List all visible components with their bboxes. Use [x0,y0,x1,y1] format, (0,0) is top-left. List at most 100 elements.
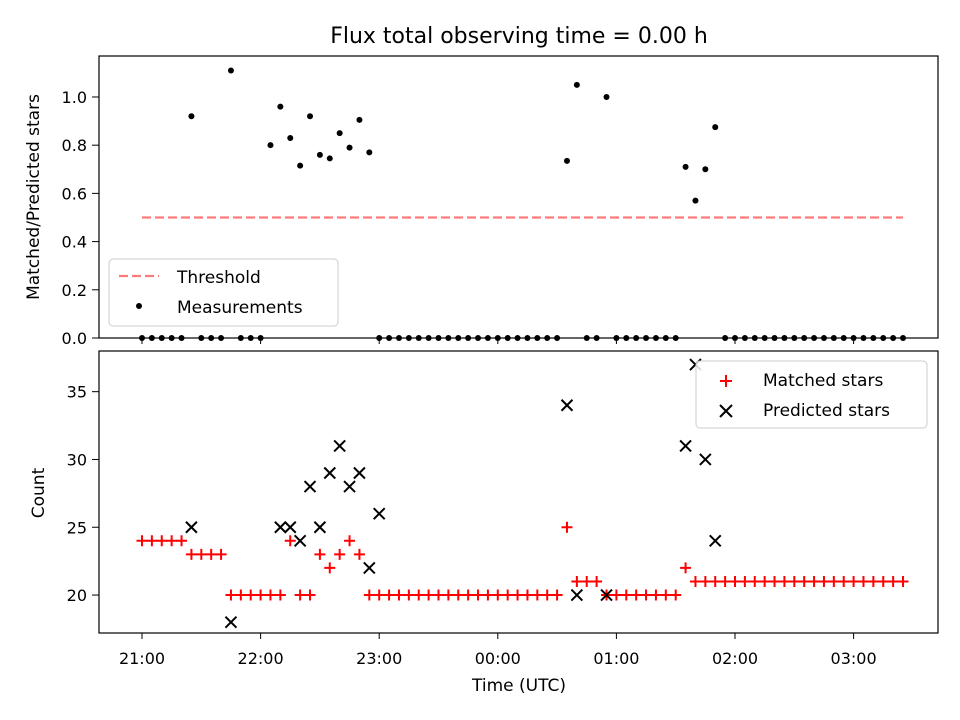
x-axis-label: Time (UTC) [471,676,566,696]
measurement-point [336,130,343,137]
matched-star-point [531,589,543,601]
measurement-point [307,113,314,120]
matched-legend-label: Matched stars [763,371,883,391]
matched-star-point [798,575,810,587]
matched-star-point [156,535,168,547]
threshold-legend-label: Threshold [176,268,261,288]
measurement-point [712,124,719,131]
matched-star-point [699,575,711,587]
predicted-star-point [679,439,692,453]
top-y-tick-label: 0.6 [62,184,87,203]
matched-star-point [353,548,365,560]
predicted-star-point [343,480,356,493]
matched-star-point [413,589,425,601]
matched-star-point [245,589,257,601]
predicted-star-point [333,439,346,453]
matched-star-point [551,589,563,601]
matched-star-point [433,589,444,601]
measurement-point [267,142,274,149]
matched-star-point [274,589,286,601]
matched-star-point [749,575,761,587]
matched-star-point [472,589,484,601]
matched-star-point [857,575,869,587]
matched-star-point [689,575,701,587]
matched-star-point [423,589,435,601]
matched-star-point [897,575,909,587]
matched-star-point [363,589,375,601]
matched-star-point [769,575,781,587]
predicted-star-point [323,466,336,480]
matched-star-point [492,589,504,601]
top-y-tick-label: 0.8 [62,136,87,155]
measurement-point [227,67,234,74]
measurement-point [603,93,610,100]
matched-star-point [521,589,533,601]
matched-star-point [719,575,731,587]
top-axes-frame [98,55,939,339]
measurement-point [682,163,689,170]
chart-title: Flux total observing time = 0.00 h [330,24,708,49]
bottom-legend-box [695,360,928,429]
matched-star-point [848,575,860,587]
top-plot-area [139,67,907,341]
x-tick-label: 02:00 [712,649,758,668]
matched-star-point [630,589,642,601]
predicted-star-point [313,521,327,534]
measurement-point [188,113,195,120]
x-tick-label: 21:00 [119,649,165,668]
matched-star-point [541,589,553,601]
bottom-y-ticks: 20 25 30 35 [67,383,99,605]
predicted-legend-swatch [719,404,733,418]
matched-star-point [344,535,356,547]
matched-star-point [680,562,692,574]
matched-star-point [225,589,237,601]
bottom-y-axis-label: Count [29,467,49,518]
measurement-point [346,144,353,151]
bottom-y-tick-label: 20 [67,586,87,605]
matched-star-point [176,535,188,547]
measurement-point [297,162,304,169]
measurement-point [316,151,323,158]
matched-star-point [314,548,326,560]
matched-star-point [205,548,217,560]
matched-star-point [393,589,405,601]
bottom-y-tick-label: 25 [67,518,87,537]
measurement-point [563,157,570,164]
matched-star-point [264,589,276,601]
top-y-axis-label: Matched/Predicted stars [24,94,44,300]
matched-star-point [373,589,385,601]
matched-star-point [452,589,464,601]
predicted-star-point [709,534,722,548]
matched-star-point [502,589,514,601]
bottom-axes-frame [98,350,939,634]
top-y-tick-label: 0.4 [62,233,87,252]
matched-star-point [729,575,741,587]
measurement-point [287,134,294,141]
matched-star-point [620,589,632,601]
matched-star-point [334,548,346,560]
top-y-ticks: 0.0 0.2 0.4 0.6 0.8 1.0 [62,88,99,348]
measurement-point [573,81,580,88]
matched-star-point [324,562,336,574]
matched-star-point [838,575,850,587]
matched-star-point [284,535,296,547]
predicted-star-point [185,521,198,534]
predicted-star-point [353,466,366,480]
predicted-star-point [372,507,386,520]
predicted-star-point [303,480,317,493]
top-y-tick-label: 0.0 [62,329,87,348]
matched-star-point [215,548,227,560]
bottom-panel: Count Time (UTC) 20 25 30 35 21:00 22:00 23:0… [29,350,939,696]
measurements-legend-swatch [136,303,142,309]
top-legend: Threshold Measurements [108,258,339,327]
predicted-star-point [224,615,238,629]
matched-star-point [660,589,672,601]
measurement-point [702,166,709,173]
predicted-star-point [293,534,307,548]
bottom-plot-area [136,358,909,629]
x-tick-label: 03:00 [831,649,877,668]
matched-star-point [788,575,800,587]
matched-star-point [195,548,207,560]
matched-star-point [759,575,771,587]
